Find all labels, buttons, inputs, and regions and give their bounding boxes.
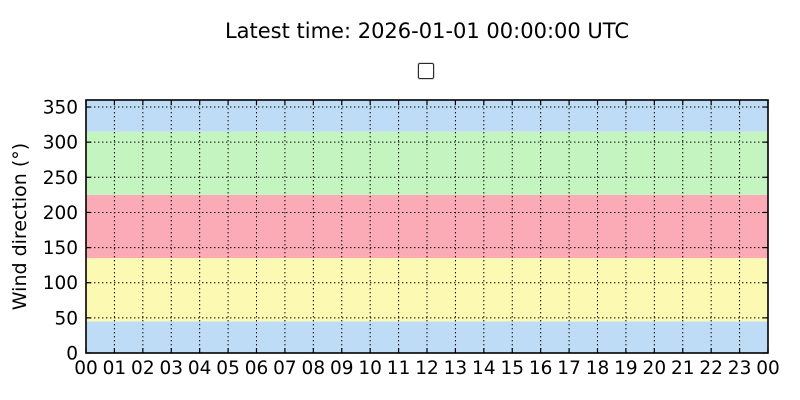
- y-tick-label: 50: [54, 308, 78, 329]
- x-tick-label: 18: [586, 358, 610, 379]
- x-tick-label: 17: [557, 358, 581, 379]
- x-tick-label: 00: [74, 358, 98, 379]
- y-tick-label: 350: [43, 98, 78, 119]
- x-tick-label: 08: [302, 358, 326, 379]
- x-tick-label: 20: [643, 358, 667, 379]
- x-tick-label: 00: [756, 358, 780, 379]
- x-tick-label: 05: [216, 358, 240, 379]
- x-tick-label: 13: [444, 358, 468, 379]
- y-axis-label: Wind direction (°): [9, 143, 31, 310]
- x-tick-label: 22: [699, 358, 723, 379]
- x-tick-label: 07: [273, 358, 297, 379]
- empty-legend-box: [418, 63, 434, 79]
- x-tick-label: 06: [245, 358, 269, 379]
- x-tick-label: 11: [387, 358, 411, 379]
- y-tick-label: 150: [43, 238, 78, 259]
- x-tick-label: 02: [131, 358, 155, 379]
- x-tick-label: 01: [103, 358, 127, 379]
- y-tick-label: 250: [43, 168, 78, 189]
- x-tick-label: 15: [500, 358, 524, 379]
- y-tick-label: 100: [43, 273, 78, 294]
- chart-title: Latest time: 2026-01-01 00:00:00 UTC: [224, 19, 630, 43]
- y-tick-label: 0: [66, 344, 78, 365]
- x-tick-label: 03: [159, 358, 183, 379]
- plot-border: [85, 99, 769, 354]
- x-tick-label: 04: [188, 358, 212, 379]
- background-band: [86, 258, 768, 322]
- x-tick-label: 21: [671, 358, 695, 379]
- x-tick-label: 16: [529, 358, 553, 379]
- x-tick-label: 14: [472, 358, 496, 379]
- y-tick-label: 300: [43, 133, 78, 154]
- y-tick-label: 200: [43, 203, 78, 224]
- x-tick-label: 10: [358, 358, 382, 379]
- x-tick-label: 12: [415, 358, 439, 379]
- x-tick-label: 23: [728, 358, 752, 379]
- x-tick-label: 19: [614, 358, 638, 379]
- x-tick-label: 09: [330, 358, 354, 379]
